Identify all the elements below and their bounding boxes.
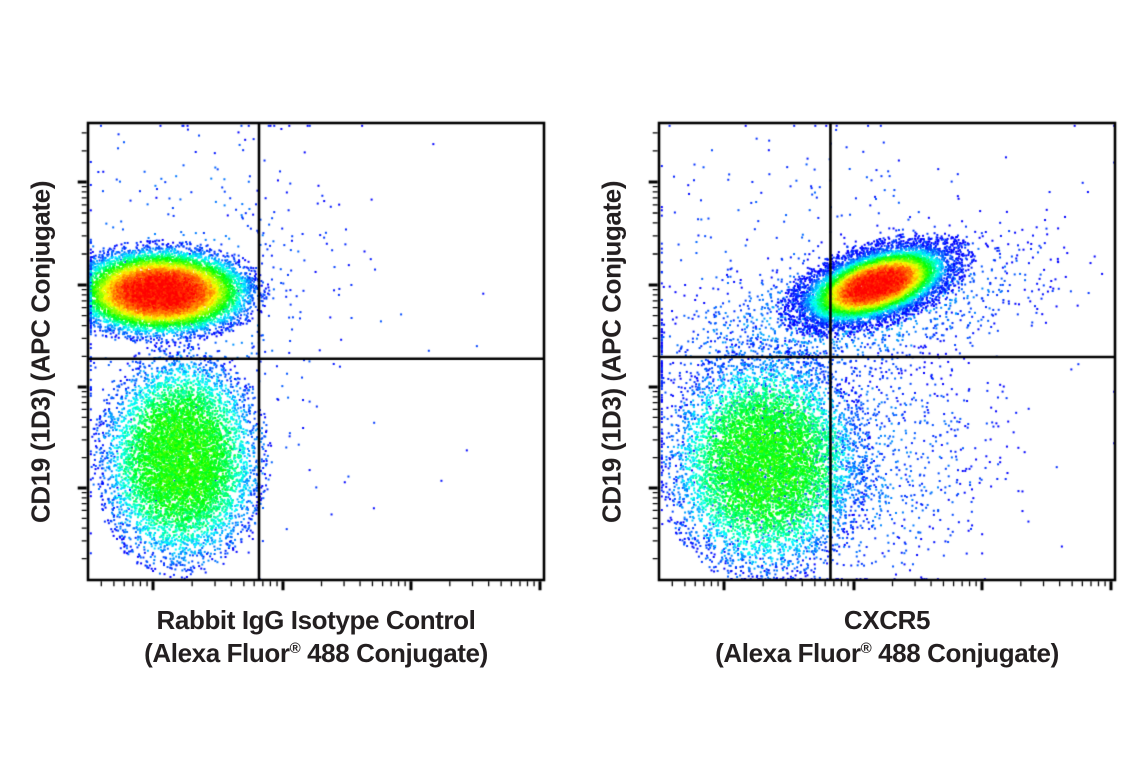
registered-trademark-mark: ® (860, 639, 872, 657)
right-plot-x-label-line2: (Alexa Fluor® 488 Conjugate) (715, 637, 1059, 674)
left-plot-x-axis-label: Rabbit IgG Isotype Control (Alexa Fluor®… (144, 604, 488, 674)
right-plot-x-axis-label: CXCR5 (Alexa Fluor® 488 Conjugate) (715, 604, 1059, 674)
left-plot-x-label-line2-post: 488 Conjugate) (300, 638, 488, 668)
registered-trademark-mark: ® (289, 639, 301, 657)
left-plot-x-label-line2-pre: (Alexa Fluor (144, 638, 290, 668)
right-plot-x-label-line1: CXCR5 (843, 605, 931, 635)
left-plot-y-axis-label: CD19 (1D3) (APC Conjugate) (25, 180, 56, 524)
left-plot-x-label-line1: Rabbit IgG Isotype Control (156, 605, 476, 635)
right-plot-x-label-line2-post: 488 Conjugate) (871, 638, 1059, 668)
left-plot-x-label-line2: (Alexa Fluor® 488 Conjugate) (144, 637, 488, 674)
right-plot-y-axis-label: CD19 (1D3) (APC Conjugate) (596, 180, 627, 524)
right-plot-x-label-line2-pre: (Alexa Fluor (715, 638, 861, 668)
